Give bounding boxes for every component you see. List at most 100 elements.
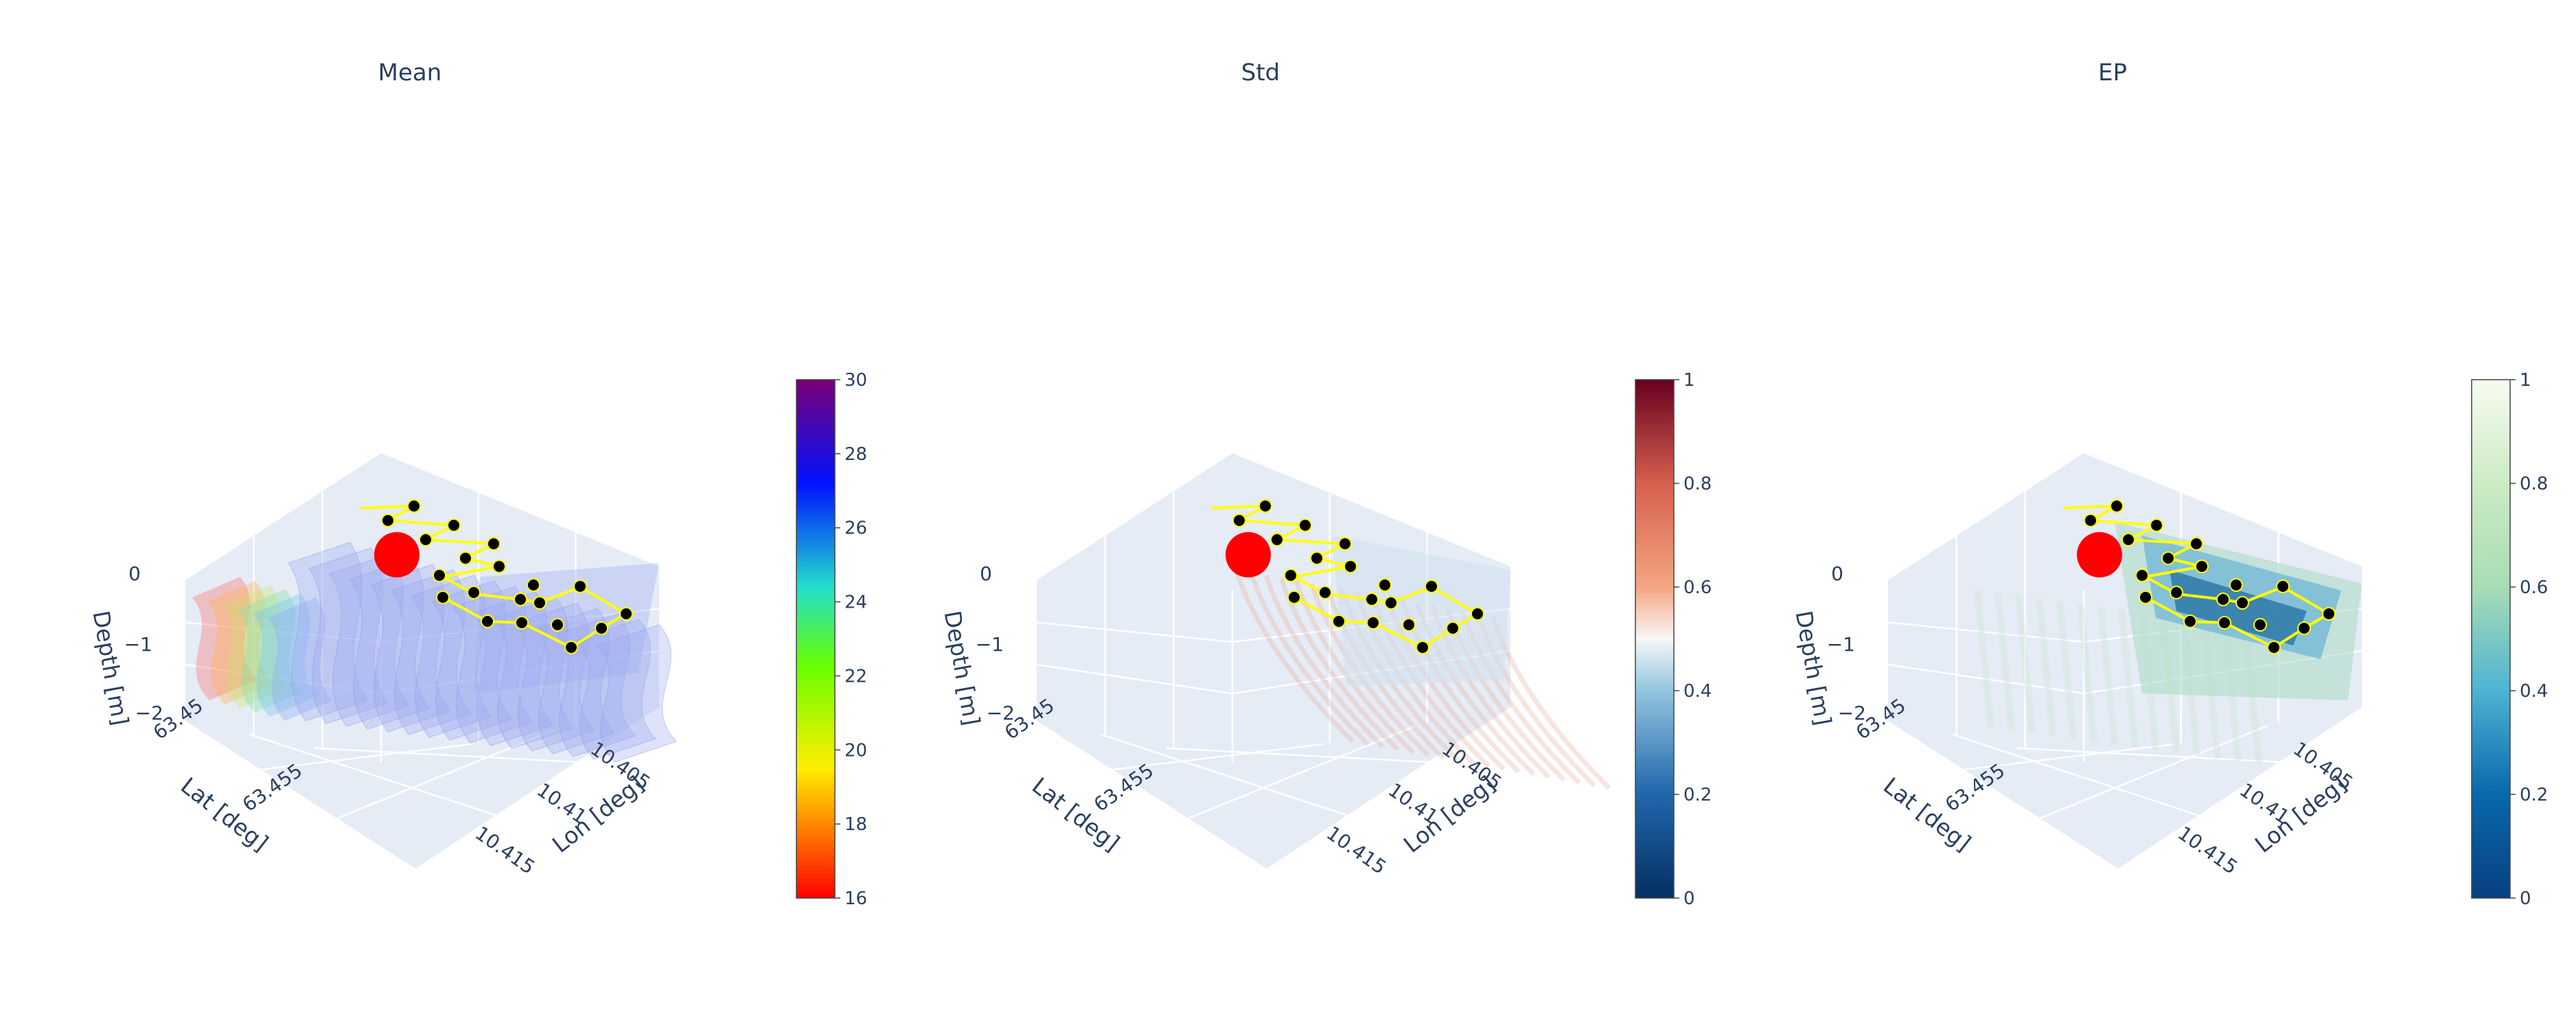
waypoint-marker[interactable]	[573, 579, 587, 593]
waypoint-marker[interactable]	[2216, 593, 2230, 606]
colorbar-tick-label: 22	[844, 666, 867, 687]
waypoint-marker[interactable]	[1258, 499, 1272, 513]
colorbar-tick-label: 0	[1683, 888, 1695, 909]
colorbar-tick-label: 0.4	[2520, 681, 2548, 702]
waypoint-marker[interactable]	[433, 568, 446, 582]
scene-back-wall-left	[1888, 453, 2084, 762]
waypoint-marker[interactable]	[1425, 579, 1438, 593]
current-location-marker[interactable]	[374, 532, 419, 577]
waypoint-marker[interactable]	[1384, 596, 1398, 610]
waypoint-marker[interactable]	[595, 621, 608, 635]
waypoint-marker[interactable]	[2084, 514, 2097, 527]
waypoint-marker[interactable]	[1284, 568, 1298, 582]
waypoint-marker[interactable]	[1378, 578, 1392, 592]
colorbar-tick-label: 20	[844, 740, 867, 761]
waypoint-marker[interactable]	[2150, 518, 2163, 532]
colorbar-tick-label: 26	[844, 518, 867, 539]
waypoint-marker[interactable]	[2235, 596, 2249, 610]
scene-floor	[1888, 707, 2362, 869]
depth-tick-label: 0	[980, 562, 992, 585]
current-location-marker[interactable]	[1226, 532, 1271, 577]
waypoint-marker[interactable]	[619, 607, 633, 621]
colorbar-tick-label: 0.8	[1683, 474, 1712, 494]
waypoint-marker[interactable]	[467, 586, 481, 599]
waypoint-marker[interactable]	[492, 560, 506, 573]
colorbar-std: 0 0.2 0.4 0.6 0.8 1	[1635, 370, 1712, 909]
colorbar-tick-label: 24	[844, 593, 867, 613]
waypoint-marker[interactable]	[436, 590, 450, 604]
depth-axis-title: Depth [m]	[87, 608, 134, 727]
waypoint-marker[interactable]	[447, 518, 461, 532]
waypoint-marker[interactable]	[2170, 586, 2183, 599]
depth-tick-label: −2	[987, 702, 1015, 724]
waypoint-marker[interactable]	[1366, 616, 1380, 630]
waypoint-marker[interactable]	[1298, 518, 1312, 532]
colorbar-tick-label: 0.6	[2520, 577, 2548, 598]
waypoint-marker[interactable]	[551, 618, 564, 632]
subplot-title-std: Std	[1241, 59, 1280, 87]
waypoint-marker[interactable]	[2161, 551, 2175, 565]
waypoint-marker[interactable]	[2322, 607, 2336, 621]
waypoint-marker[interactable]	[2297, 621, 2311, 635]
depth-tick-label: −1	[1827, 633, 1855, 656]
depth-tick-label: −2	[135, 702, 163, 724]
waypoint-marker[interactable]	[1446, 621, 1460, 635]
waypoint-marker[interactable]	[1232, 514, 1246, 527]
waypoint-marker[interactable]	[2195, 560, 2209, 573]
waypoint-marker[interactable]	[515, 616, 529, 630]
waypoint-marker[interactable]	[1344, 560, 1357, 573]
waypoint-marker[interactable]	[2253, 618, 2267, 632]
colorbar-tick-label: 30	[844, 370, 867, 391]
waypoint-marker[interactable]	[2121, 533, 2135, 547]
waypoint-marker[interactable]	[2218, 616, 2231, 630]
waypoint-marker[interactable]	[407, 499, 421, 513]
scene-gridlines	[185, 491, 660, 820]
waypoint-marker[interactable]	[533, 596, 547, 610]
colorbar-gradient	[2471, 379, 2511, 899]
waypoint-marker[interactable]	[1332, 614, 1346, 628]
waypoint-marker[interactable]	[1365, 593, 1379, 606]
depth-axis-title: Depth [m]	[1790, 608, 1837, 727]
waypoint-marker[interactable]	[1287, 590, 1301, 604]
waypoint-marker[interactable]	[2183, 614, 2197, 628]
colorbar-tick-label: 0.6	[1683, 577, 1712, 598]
waypoint-marker[interactable]	[1310, 551, 1324, 565]
depth-tick-label: −2	[1838, 702, 1866, 724]
waypoint-marker[interactable]	[1338, 537, 1352, 551]
current-location-marker[interactable]	[2077, 532, 2122, 577]
waypoint-marker[interactable]	[1416, 641, 1429, 654]
waypoint-marker[interactable]	[527, 578, 540, 592]
waypoint-marker[interactable]	[564, 641, 578, 654]
waypoint-marker[interactable]	[2276, 579, 2290, 593]
waypoint-marker[interactable]	[1402, 618, 1416, 632]
colorbar-gradient	[796, 379, 836, 899]
depth-tick-label: −1	[976, 633, 1004, 656]
colorbar-mean: 16 18 20 22 24 26 28 30	[796, 370, 867, 909]
waypoint-marker[interactable]	[459, 551, 472, 565]
depth-tick-label: −1	[124, 633, 152, 656]
waypoint-marker[interactable]	[419, 533, 433, 547]
subplot-title-ep: EP	[2098, 59, 2127, 87]
volume-mean	[192, 542, 678, 763]
colorbar-tick-label: 16	[844, 888, 867, 909]
depth-axis-title: Depth [m]	[939, 608, 985, 727]
waypoint-marker[interactable]	[1471, 607, 1484, 621]
waypoint-marker[interactable]	[481, 614, 494, 628]
waypoint-marker[interactable]	[2139, 590, 2152, 604]
waypoint-marker[interactable]	[487, 537, 501, 551]
waypoint-marker[interactable]	[2135, 568, 2149, 582]
colorbar-tick-label: 1	[1683, 370, 1695, 391]
colorbar-tick-label: 0	[2520, 888, 2531, 909]
waypoint-marker[interactable]	[2110, 499, 2124, 513]
waypoint-marker[interactable]	[514, 593, 527, 606]
waypoint-marker[interactable]	[1318, 586, 1332, 599]
waypoint-marker[interactable]	[2189, 537, 2203, 551]
waypoint-marker[interactable]	[2229, 578, 2243, 592]
waypoint-marker[interactable]	[381, 514, 395, 527]
waypoint-marker[interactable]	[2267, 641, 2281, 654]
waypoint-marker[interactable]	[1270, 533, 1284, 547]
